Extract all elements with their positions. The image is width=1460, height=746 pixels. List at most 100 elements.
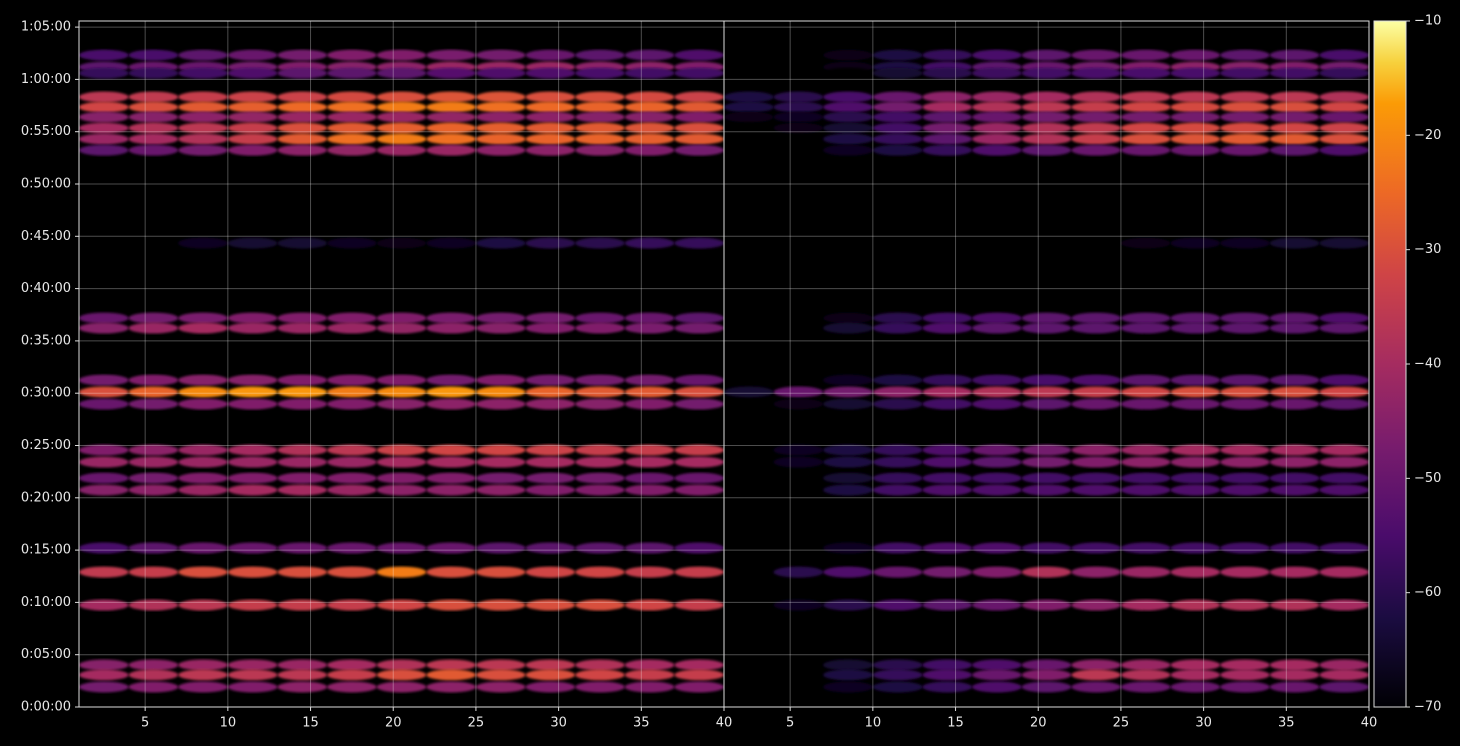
heat-cell — [475, 122, 526, 134]
heat-cell — [922, 111, 973, 123]
heat-cell — [178, 599, 228, 611]
heat-cell — [1220, 659, 1270, 671]
heat-cell — [773, 122, 824, 134]
heat-cell — [674, 133, 724, 145]
heat-cell — [972, 133, 1022, 145]
heat-cell — [327, 111, 377, 123]
heat-cell — [475, 322, 526, 334]
heat-cell — [1269, 322, 1320, 334]
heat-cell — [674, 659, 724, 671]
heat-cell — [972, 111, 1022, 123]
heat-cell — [178, 374, 228, 386]
heat-cell — [922, 681, 973, 693]
heat-cell — [872, 374, 923, 386]
heat-cell — [525, 398, 576, 410]
heat-cell — [1120, 122, 1171, 134]
y-tick-label: 0:55:00 — [21, 124, 71, 139]
heat-cell — [128, 386, 179, 398]
heat-cell — [922, 472, 973, 484]
heat-cell — [277, 484, 328, 496]
heat-cell — [327, 599, 377, 611]
heat-cell — [724, 659, 774, 671]
heat-cell — [1170, 444, 1221, 456]
heat-cell — [376, 49, 427, 61]
heat-cell — [1021, 144, 1072, 156]
heat-cell — [128, 322, 179, 334]
heat-cell — [872, 91, 923, 103]
heat-cell — [327, 374, 377, 386]
heat-cell — [674, 456, 724, 468]
heat-cell — [376, 101, 427, 113]
heat-cell — [277, 374, 328, 386]
heat-cell — [1269, 472, 1320, 484]
heat-cell — [624, 237, 675, 249]
heat-cell — [1220, 542, 1270, 554]
heat-cell — [1120, 386, 1171, 398]
heat-cell — [79, 456, 129, 468]
heat-cell — [1170, 312, 1221, 324]
heat-cell — [475, 659, 526, 671]
heat-cell — [277, 49, 328, 61]
heat-cell — [674, 237, 724, 249]
heat-cell — [227, 67, 278, 79]
heat-cell — [773, 144, 824, 156]
heat-cell — [128, 312, 179, 324]
heat-cell — [1071, 566, 1121, 578]
heat-cell — [823, 91, 873, 103]
heat-cell — [575, 133, 625, 145]
heat-cell — [674, 386, 724, 398]
heat-cell — [227, 312, 278, 324]
heat-cell — [277, 681, 328, 693]
heat-cell — [972, 91, 1022, 103]
heat-cell — [1269, 67, 1320, 79]
heat-cell — [872, 312, 923, 324]
heat-cell — [525, 133, 576, 145]
heat-cell — [525, 659, 576, 671]
heat-cell — [1220, 374, 1270, 386]
heat-cell — [724, 542, 774, 554]
heat-cell — [922, 398, 973, 410]
heat-cell — [1319, 681, 1369, 693]
heat-cell — [575, 237, 625, 249]
heat-cell — [1021, 374, 1072, 386]
heat-cell — [1071, 599, 1121, 611]
heat-cell — [178, 322, 228, 334]
heat-cell — [227, 237, 278, 249]
heat-cell — [773, 322, 824, 334]
heat-cell — [475, 472, 526, 484]
heat-cell — [79, 322, 129, 334]
colorbar-tick-label: −40 — [1414, 357, 1441, 372]
heat-cell — [178, 472, 228, 484]
heat-cell — [1120, 659, 1171, 671]
heat-cell — [426, 566, 476, 578]
heat-cell — [872, 144, 923, 156]
heat-cell — [1120, 472, 1171, 484]
heat-cell — [178, 456, 228, 468]
heat-cell — [327, 444, 377, 456]
heat-cell — [773, 566, 824, 578]
heat-cell — [525, 472, 576, 484]
heat-cell — [1319, 312, 1369, 324]
heat-cell — [872, 566, 923, 578]
heat-cell — [922, 542, 973, 554]
heat-cell — [1120, 322, 1171, 334]
heat-cell — [922, 144, 973, 156]
heat-cell — [575, 374, 625, 386]
heat-cell — [277, 122, 328, 134]
heat-cell — [1071, 472, 1121, 484]
heat-cell — [674, 444, 724, 456]
heat-cell — [1071, 322, 1121, 334]
heat-cell — [327, 101, 377, 113]
heat-cell — [823, 659, 873, 671]
heat-cell — [277, 386, 328, 398]
heat-cell — [1021, 566, 1072, 578]
heat-cell — [872, 122, 923, 134]
y-tick-label: 0:45:00 — [21, 229, 71, 244]
heat-cell — [1120, 681, 1171, 693]
heat-cell — [1071, 398, 1121, 410]
heat-cell — [1021, 681, 1072, 693]
heat-cell — [426, 322, 476, 334]
heat-cell — [773, 101, 824, 113]
heat-cell — [178, 144, 228, 156]
heat-cell — [724, 456, 774, 468]
